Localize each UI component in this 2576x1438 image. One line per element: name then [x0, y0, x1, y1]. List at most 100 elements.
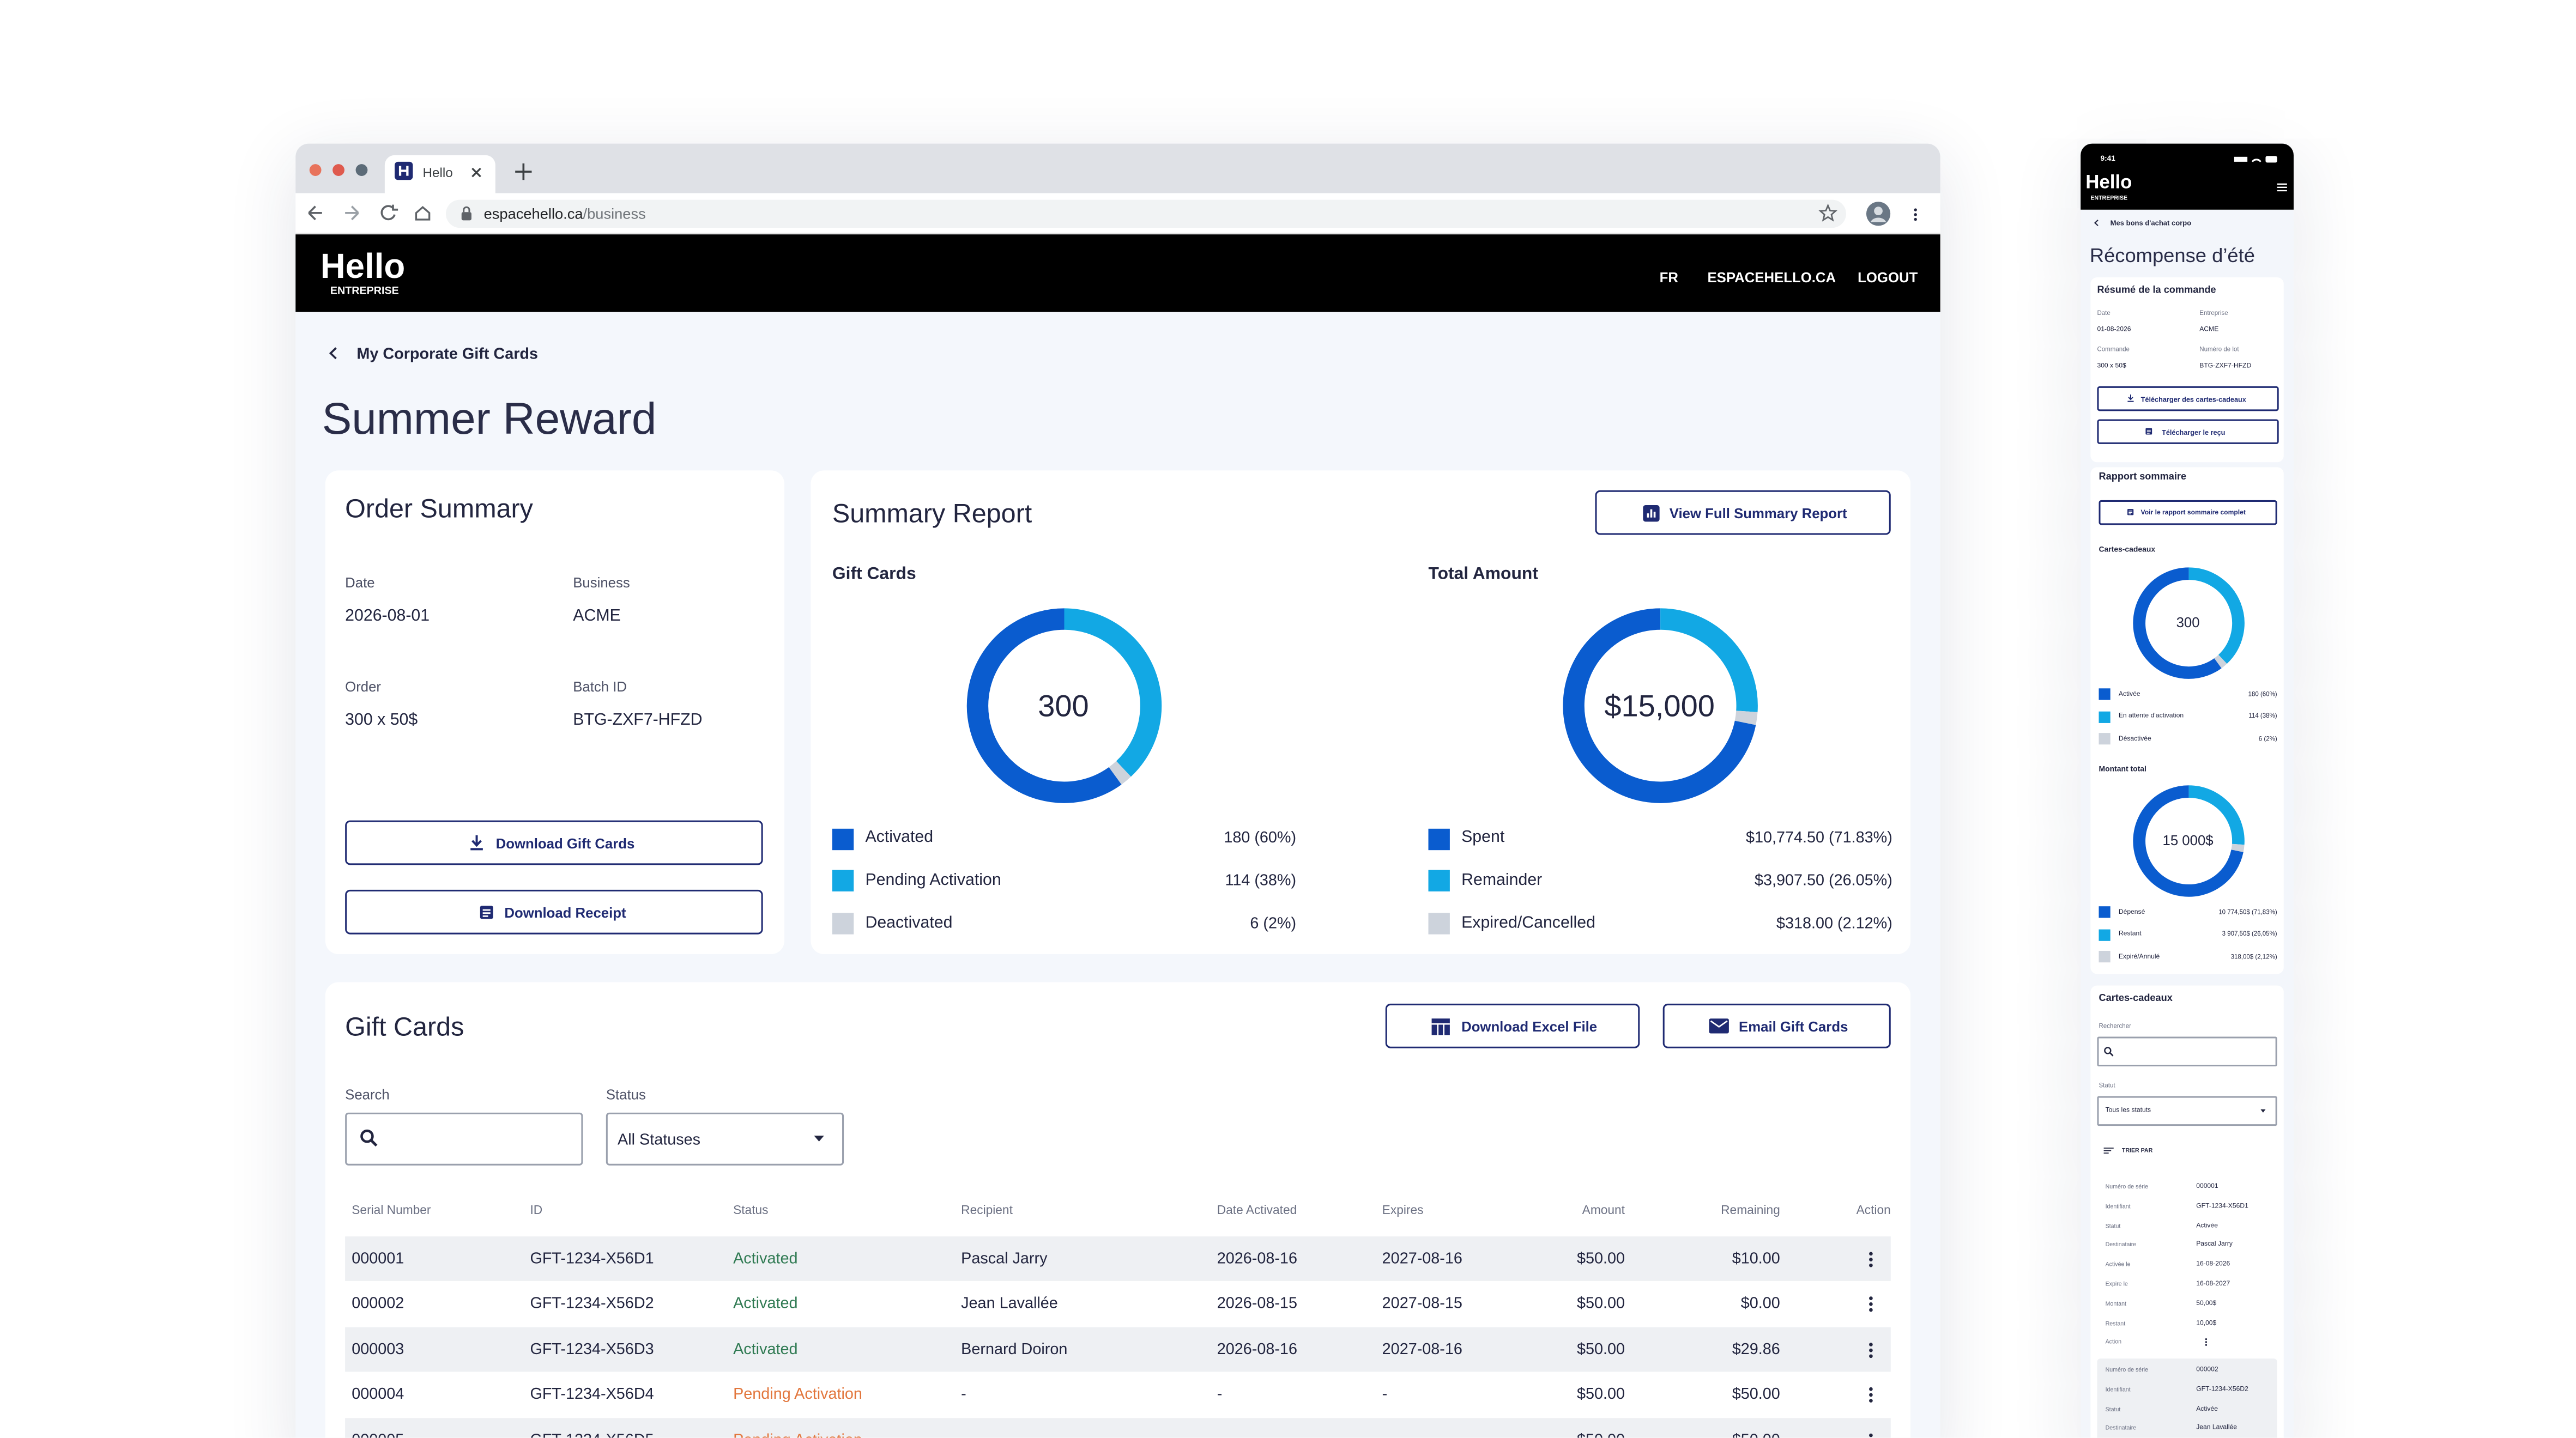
button[interactable]	[345, 889, 763, 935]
table-cell: 2027-08-16	[1382, 1249, 1462, 1268]
button-icon	[470, 835, 482, 850]
button[interactable]	[1385, 1003, 1640, 1048]
legend-label: Dépensé	[2118, 906, 2145, 915]
back-chevron	[2094, 220, 2099, 226]
legend-label: Spent	[1461, 828, 1505, 847]
action-menu	[1869, 1387, 1873, 1403]
sort-label[interactable]: TRIER PAR	[2121, 1147, 2153, 1154]
card-field-label: Destinataire	[2105, 1425, 2137, 1432]
column-header: Status	[733, 1202, 769, 1218]
column-header: Amount	[1582, 1202, 1625, 1218]
button-label[interactable]: Télécharger le reçu	[2162, 427, 2226, 436]
table-cell: $0.00	[1740, 1295, 1780, 1313]
status-select[interactable]	[2097, 1096, 2277, 1126]
tab-bar	[295, 143, 1940, 193]
card-field-label: Action	[2105, 1339, 2122, 1346]
field-label: Commande	[2097, 346, 2130, 353]
field-value: 300 x 50$	[345, 711, 418, 729]
logo: Hello	[2085, 173, 2132, 193]
card-field-label: Statut	[2105, 1405, 2121, 1412]
browser-menu	[1914, 207, 1917, 220]
donut-center-label: 300	[1038, 688, 1089, 723]
nav-link[interactable]: FR	[1659, 268, 1678, 285]
tab-title: Hello	[422, 165, 453, 180]
field-label: Statut	[2099, 1082, 2115, 1089]
column-header: Date Activated	[1217, 1202, 1297, 1218]
search-input[interactable]	[2097, 1036, 2277, 1067]
field-label: Numéro de lot	[2199, 346, 2239, 353]
table-cell: 2026-08-16	[1217, 1249, 1297, 1268]
button[interactable]	[1662, 1003, 1891, 1048]
button-icon	[1709, 1017, 1729, 1033]
table-cell: 000003	[352, 1340, 404, 1359]
donut-segment	[2213, 653, 2227, 668]
legend-swatch	[832, 828, 854, 850]
status-icons	[2234, 155, 2277, 162]
donut-segment	[1562, 607, 1755, 803]
button-label[interactable]: Download Gift Cards	[495, 834, 635, 851]
table-cell: -	[1382, 1386, 1388, 1404]
legend-label: Remainder	[1461, 871, 1543, 890]
card-field-label: Statut	[2105, 1222, 2121, 1229]
select-caret	[814, 1136, 824, 1142]
table-cell: -	[961, 1431, 966, 1438]
button-label[interactable]: Download Excel File	[1461, 1018, 1598, 1035]
field-label: Rechercher	[2099, 1023, 2131, 1030]
table-row	[345, 1282, 1891, 1327]
button-label[interactable]: Voir le rapport sommaire complet	[2140, 507, 2246, 515]
donut-segment	[2187, 566, 2244, 663]
legend-label: Expired/Cancelled	[1461, 914, 1596, 932]
button-icon	[2146, 428, 2153, 435]
legend-value: 180 (60%)	[2248, 690, 2277, 697]
donut-segment	[2132, 784, 2243, 896]
donut-chart	[2132, 784, 2244, 896]
action-menu	[1869, 1342, 1873, 1358]
legend-value: 6 (2%)	[1250, 914, 1297, 933]
table-cell: $10.00	[1732, 1249, 1780, 1268]
button[interactable]	[345, 820, 763, 865]
nav-link[interactable]: ESPACEHELLO.CA	[1707, 268, 1836, 285]
field-label: Entreprise	[2199, 310, 2228, 317]
table-row	[345, 1418, 1891, 1438]
button[interactable]	[2097, 386, 2279, 411]
tab-close	[471, 167, 481, 178]
select-value[interactable]: Tous les statuts	[2105, 1105, 2151, 1114]
select-value[interactable]: All Statuses	[618, 1130, 701, 1149]
card-item	[2097, 1358, 2277, 1438]
field-value: 2026-08-01	[345, 606, 430, 625]
column-header: Expires	[1382, 1202, 1424, 1218]
card-title: Rapport sommaire	[2099, 472, 2187, 483]
status-select[interactable]	[606, 1112, 844, 1166]
card-field-label: Montant	[2105, 1300, 2126, 1307]
card-title: Gift Cards	[345, 1013, 464, 1042]
breadcrumb[interactable]: Mes bons d'achat corpo	[2110, 219, 2192, 227]
card-field-value: 50,00$	[2196, 1298, 2217, 1307]
search-input[interactable]	[345, 1112, 583, 1166]
column-header: Serial Number	[352, 1202, 431, 1218]
button-label[interactable]: Télécharger des cartes-cadeaux	[2140, 395, 2246, 403]
chart-title: Total Amount	[1428, 563, 1538, 584]
button-icon	[2127, 395, 2134, 403]
summary-report-card	[811, 470, 1911, 955]
table-cell: 000001	[352, 1249, 404, 1268]
donut-segment	[1659, 607, 1757, 712]
legend-swatch	[832, 870, 854, 892]
button-label[interactable]: View Full Summary Report	[1669, 505, 1847, 522]
nav-link[interactable]: LOGOUT	[1858, 268, 1918, 285]
lock-icon	[461, 206, 471, 221]
button-label[interactable]: Email Gift Cards	[1739, 1018, 1848, 1035]
card-field-label: Numéro de série	[2105, 1367, 2148, 1374]
donut-segment	[2187, 784, 2244, 844]
table-cell: Activated	[733, 1340, 798, 1359]
field-label: Status	[606, 1086, 646, 1103]
table-cell: $50.00	[1577, 1431, 1625, 1438]
breadcrumb[interactable]: My Corporate Gift Cards	[356, 344, 538, 363]
legend-swatch	[1428, 870, 1450, 892]
card-field-label: Identifiant	[2105, 1203, 2131, 1210]
table-cell: Jean Lavallée	[961, 1295, 1058, 1313]
button-label[interactable]: Download Receipt	[504, 903, 626, 920]
donut-center-label: 300	[2176, 614, 2200, 630]
button[interactable]	[2097, 419, 2279, 444]
table-cell: Bernard Doiron	[961, 1340, 1068, 1359]
